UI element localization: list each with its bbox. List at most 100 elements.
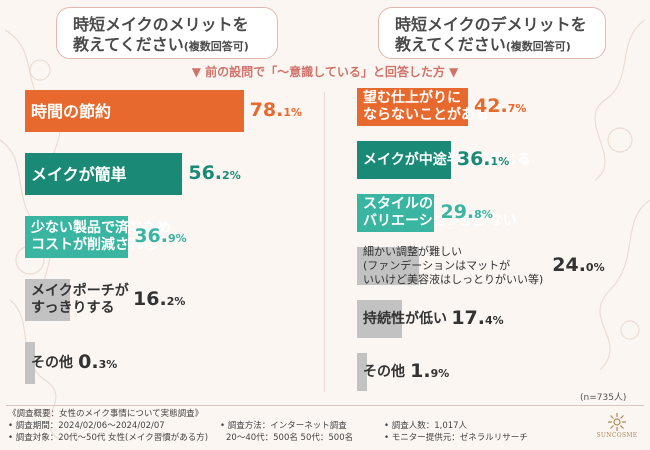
- value-integer: 42.: [474, 95, 508, 117]
- value-decimal: 2: [166, 295, 175, 308]
- left-title-line2: 教えてください: [73, 35, 184, 54]
- value-label-merit-2: 36.9%: [134, 227, 186, 246]
- category-label-line: 望む仕上がりに: [363, 90, 461, 106]
- category-label-line: ならないことがある: [363, 107, 489, 123]
- brand-logo-icon: [608, 413, 626, 431]
- value-integer: 78.: [249, 99, 284, 121]
- category-label-merit-0: 時間の節約: [31, 102, 111, 121]
- value-decimal: 7: [507, 102, 516, 115]
- category-label-demerit-0: 望む仕上がりに ならないことがある: [363, 90, 489, 124]
- value-label-merit-0: 78.1%: [250, 101, 302, 120]
- category-label-line: その他: [363, 363, 405, 380]
- center-divider: [324, 92, 325, 392]
- value-decimal: 9: [430, 367, 439, 380]
- value-integer: 24.: [552, 254, 586, 276]
- category-label-line: すっきりする: [31, 300, 115, 316]
- bar-demerit-3: [357, 247, 420, 285]
- survey-method: • 調査方法：インターネット調査: [220, 421, 347, 431]
- value-unit: %: [438, 367, 450, 380]
- category-label-line: メイクが簡単: [31, 164, 127, 184]
- value-label-merit-4: 0.3%: [78, 353, 117, 372]
- bar-demerit-4: [357, 300, 403, 338]
- right-title-line1: 時短メイクのデメリットを: [395, 15, 587, 34]
- value-label-demerit-2: 29.8%: [440, 203, 492, 222]
- monitor-provider: • モニター提供元：ゼネラルリサーチ: [384, 433, 528, 443]
- bar-merit-0: [25, 90, 244, 132]
- value-unit: %: [515, 102, 527, 115]
- survey-target: • 調査対象：20代～50代 女性(メイク習慣がある方): [8, 433, 209, 443]
- category-label-line: バリエーションが少ない: [363, 213, 517, 229]
- category-label-line: コストが削減される: [31, 237, 157, 253]
- value-unit: %: [593, 261, 605, 274]
- value-label-demerit-5: 1.9%: [410, 362, 449, 381]
- category-label-merit-1: メイクが簡単: [31, 165, 127, 184]
- category-label-merit-4: その他: [31, 355, 73, 372]
- value-unit: %: [174, 295, 186, 308]
- survey-overview-heading: 《調査概要：女性のメイク事情について実態調査》: [8, 409, 204, 419]
- bar-merit-4: [25, 342, 35, 384]
- category-label-line: メイクが中途半端に感じる: [363, 151, 531, 168]
- left-title-note: (複数回答可): [183, 40, 249, 53]
- value-label-merit-3: 16.2%: [133, 290, 185, 309]
- category-label-line: スタイルの: [363, 196, 433, 212]
- value-unit: %: [106, 358, 118, 371]
- bar-merit-1: [25, 153, 183, 195]
- survey-overview: 《調査概要：女性のメイク事情について実態調査》 • 調査期間：2024/02/0…: [6, 405, 644, 447]
- value-unit: %: [492, 314, 504, 327]
- category-label-demerit-4: 持続性が低い: [363, 311, 447, 328]
- category-label-demerit-3: 細かい調整が難しい (ファンデーションはマットが いいけど美容液はしっとりがいい等): [363, 245, 543, 287]
- bar-merit-2: [25, 216, 129, 258]
- value-integer: 36.: [134, 225, 168, 247]
- value-integer: 17.: [451, 307, 485, 329]
- value-decimal: 1: [283, 106, 291, 119]
- brand-logo: SUNCOSME: [594, 412, 640, 439]
- category-label-demerit-2: スタイルの バリエーションが少ない: [363, 196, 517, 230]
- value-integer: 16.: [133, 288, 167, 310]
- left-question-title: 時短メイクのメリットを 教えてください(複数回答可): [56, 7, 278, 59]
- value-unit: %: [481, 208, 493, 221]
- value-decimal: 3: [98, 358, 107, 371]
- value-label-demerit-3: 24.0%: [552, 256, 604, 275]
- value-unit: %: [291, 106, 303, 119]
- category-label-line: 持続性が低い: [363, 310, 447, 327]
- category-label-line: (ファンデーションはマットが: [363, 259, 511, 272]
- value-integer: 29.: [440, 201, 475, 223]
- value-label-demerit-4: 17.4%: [451, 309, 503, 328]
- value-label-demerit-0: 42.7%: [474, 97, 526, 116]
- bar-demerit-1: [357, 141, 451, 179]
- right-title-line2: 教えてください: [395, 35, 506, 54]
- value-unit: %: [175, 232, 187, 245]
- value-unit: %: [229, 169, 241, 182]
- right-title-note: (複数回答可): [505, 40, 571, 53]
- category-label-line: その他: [31, 354, 73, 371]
- value-decimal: 8: [474, 208, 482, 221]
- value-unit: %: [498, 155, 510, 168]
- value-decimal: 4: [484, 314, 493, 327]
- value-decimal: 0: [585, 261, 594, 274]
- value-decimal: 9: [167, 232, 176, 245]
- value-integer: 1.: [410, 360, 431, 382]
- category-label-line: 少ない製品で済むため: [31, 220, 171, 236]
- respondent-filter-subtitle: ▼ 前の設問で「～意識している」と回答した方 ▼: [191, 65, 459, 79]
- left-title-line1: 時短メイクのメリットを: [73, 15, 249, 34]
- bar-demerit-5: [357, 353, 367, 391]
- value-label-demerit-1: 36.1%: [457, 150, 509, 169]
- category-label-line: メイクポーチが: [31, 283, 129, 299]
- bar-merit-3: [25, 279, 71, 321]
- category-label-merit-3: メイクポーチが すっきりする: [31, 283, 129, 317]
- value-decimal: 2: [222, 169, 230, 182]
- sample-size-note: (n=735人): [580, 393, 627, 403]
- bar-demerit-0: [357, 88, 469, 126]
- bar-demerit-2: [357, 194, 435, 232]
- brand-logo-text: SUNCOSME: [596, 432, 638, 439]
- value-label-merit-1: 56.2%: [188, 164, 240, 183]
- category-label-line: 細かい調整が難しい: [363, 245, 462, 258]
- category-label-line: いいけど美容液はしっとりがいい等): [363, 273, 544, 286]
- value-integer: 36.: [456, 148, 491, 170]
- category-label-demerit-1: メイクが中途半端に感じる: [363, 152, 531, 169]
- value-decimal: 1: [490, 155, 499, 168]
- value-integer: 56.: [188, 162, 223, 184]
- category-label-demerit-5: その他: [363, 364, 405, 381]
- value-integer: 0.: [78, 351, 99, 373]
- category-label-merit-2: 少ない製品で済むため コストが削減される: [31, 220, 171, 254]
